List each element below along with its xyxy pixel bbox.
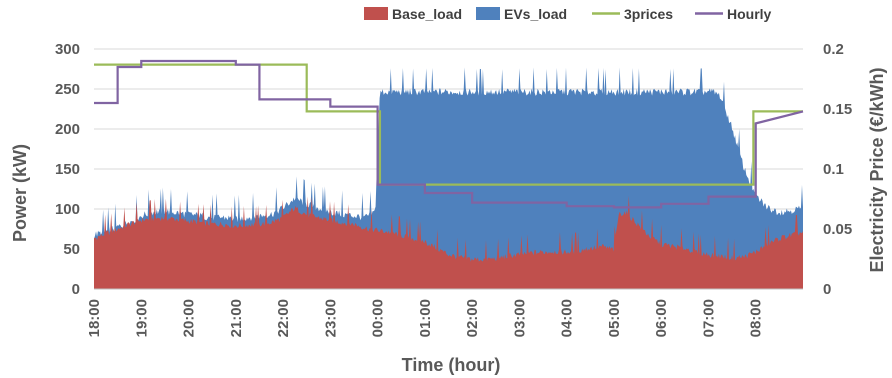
- legend: Base_load EVs_load 3prices Hourly: [364, 6, 772, 22]
- x-tick-label: 05:00: [606, 299, 623, 337]
- legend-label-3prices: 3prices: [624, 6, 673, 22]
- x-tick-label: 06:00: [653, 299, 670, 337]
- series-3prices-line: [94, 63, 803, 186]
- y-tick-label: 100: [55, 201, 80, 218]
- y-axis-title: Power (kW): [10, 144, 30, 242]
- x-tick-label: 08:00: [748, 299, 765, 337]
- y2-tick-label: 0: [823, 281, 831, 298]
- y-tick-label: 50: [63, 241, 80, 258]
- y2-tick-label: 0.15: [823, 101, 852, 118]
- area-series: [94, 67, 803, 289]
- y-tick-label: 0: [72, 281, 80, 298]
- y2-tick-label: 0.1: [823, 161, 844, 178]
- x-tick-label: 21:00: [228, 299, 245, 337]
- y-tick-label: 150: [55, 161, 80, 178]
- series-base-load-area: [94, 195, 803, 289]
- legend-label-base-load: Base_load: [392, 6, 462, 22]
- x-tick-label: 03:00: [511, 299, 528, 337]
- x-tick-label: 19:00: [133, 299, 150, 337]
- x-tick-label: 20:00: [181, 299, 198, 337]
- legend-swatch-evs-load: [476, 7, 500, 20]
- x-tick-label: 00:00: [370, 299, 387, 337]
- series-hourly-line: [94, 59, 804, 209]
- legend-label-hourly: Hourly: [727, 6, 772, 22]
- legend-swatch-base-load: [364, 7, 388, 20]
- x-axis-title: Time (hour): [402, 355, 501, 375]
- legend-label-evs-load: EVs_load: [504, 6, 567, 22]
- price-lines: [94, 59, 804, 209]
- x-tick-label: 04:00: [559, 299, 576, 337]
- y-axis-ticks: 0 50 100 150 200 250 300: [55, 41, 80, 298]
- x-tick-label: 22:00: [275, 299, 292, 337]
- x-tick-label: 23:00: [322, 299, 339, 337]
- y-tick-label: 200: [55, 121, 80, 138]
- x-tick-label: 02:00: [464, 299, 481, 337]
- x-tick-label: 01:00: [417, 299, 434, 337]
- y2-axis-title: Electricity Price (€/kWh): [867, 67, 887, 272]
- y2-tick-label: 0.2: [823, 41, 844, 58]
- y2-tick-label: 0.05: [823, 221, 852, 238]
- y-tick-label: 300: [55, 41, 80, 58]
- y-tick-label: 250: [55, 81, 80, 98]
- x-tick-label: 07:00: [700, 299, 717, 337]
- y2-axis-ticks: 0 0.05 0.1 0.15 0.2: [823, 41, 852, 298]
- x-tick-label: 18:00: [86, 299, 103, 337]
- x-axis-ticks: 18:00 19:00 20:00 21:00 22:00 23:00 00:00 01:00…: [86, 299, 765, 337]
